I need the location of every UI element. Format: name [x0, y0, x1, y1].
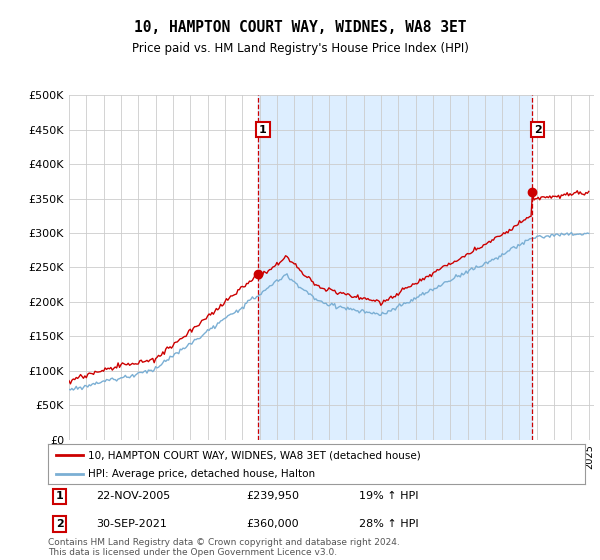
Text: 1: 1	[259, 125, 267, 134]
Text: £360,000: £360,000	[247, 519, 299, 529]
Text: £239,950: £239,950	[247, 491, 299, 501]
Text: 19% ↑ HPI: 19% ↑ HPI	[359, 491, 419, 501]
Text: Price paid vs. HM Land Registry's House Price Index (HPI): Price paid vs. HM Land Registry's House …	[131, 42, 469, 55]
Text: 2: 2	[534, 125, 542, 134]
Text: HPI: Average price, detached house, Halton: HPI: Average price, detached house, Halt…	[88, 469, 316, 479]
Text: 28% ↑ HPI: 28% ↑ HPI	[359, 519, 419, 529]
Text: 1: 1	[56, 491, 64, 501]
Text: 10, HAMPTON COURT WAY, WIDNES, WA8 3ET: 10, HAMPTON COURT WAY, WIDNES, WA8 3ET	[134, 20, 466, 35]
Text: 10, HAMPTON COURT WAY, WIDNES, WA8 3ET (detached house): 10, HAMPTON COURT WAY, WIDNES, WA8 3ET (…	[88, 450, 421, 460]
Text: 30-SEP-2021: 30-SEP-2021	[97, 519, 167, 529]
Text: 22-NOV-2005: 22-NOV-2005	[97, 491, 170, 501]
Text: Contains HM Land Registry data © Crown copyright and database right 2024.
This d: Contains HM Land Registry data © Crown c…	[48, 538, 400, 557]
Bar	[258, 95, 532, 440]
Text: 2: 2	[56, 519, 64, 529]
